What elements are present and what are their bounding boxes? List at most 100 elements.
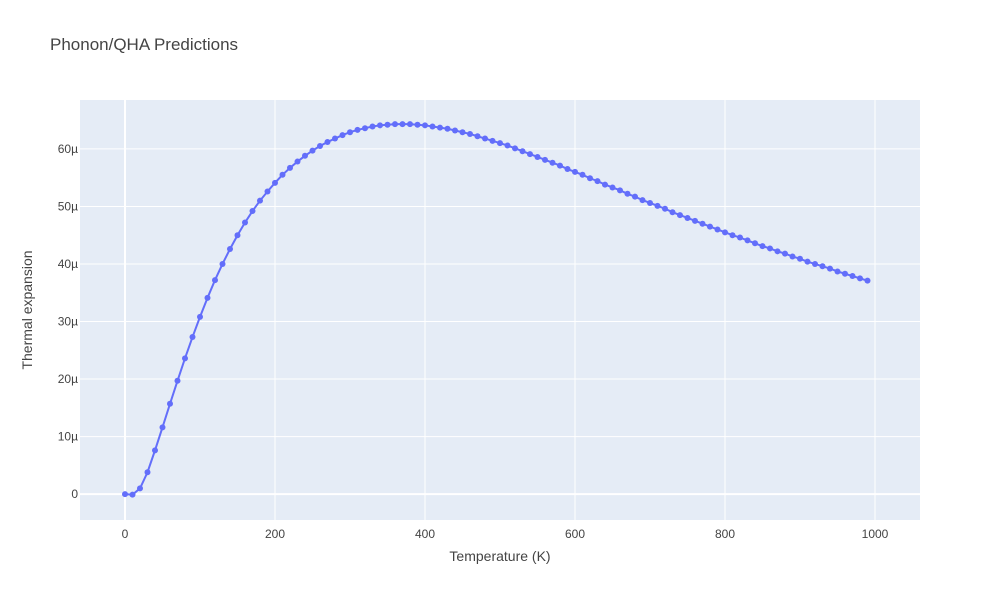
data-point [632,193,638,200]
data-point [804,258,811,265]
y-tick-label: 30µ [58,315,78,329]
data-point [219,260,226,267]
data-point [639,197,646,204]
data-point [234,232,241,239]
data-point [789,253,796,260]
data-point [422,122,428,129]
data-point [159,424,166,431]
y-tick-label: 10µ [58,430,78,444]
data-point [782,250,788,257]
data-point [182,355,188,362]
data-point [609,184,616,191]
data-point [774,248,781,255]
data-point [714,226,721,233]
data-point [399,121,406,128]
y-tick-label: 40µ [58,257,78,271]
data-point [437,124,443,131]
x-tick-label: 400 [415,527,435,541]
data-point [302,152,308,159]
x-tick-label: 800 [715,527,735,541]
data-point [542,156,548,163]
data-point [677,212,683,219]
x-tick-label: 1000 [862,527,889,541]
data-point [369,123,376,130]
data-point [662,205,668,212]
data-point [227,246,233,253]
data-point [707,223,713,230]
series-line [124,123,868,496]
data-point [272,179,278,186]
x-tick-labels: 0 200 400 600 800 1000 [122,527,889,541]
data-point [384,121,391,128]
data-point [497,140,503,147]
data-point [579,171,586,178]
data-point [602,181,608,188]
data-point [797,255,803,262]
y-tick-label: 0 [71,487,78,501]
data-point [429,123,436,130]
data-point [279,171,286,178]
x-tick-label: 0 [122,527,129,541]
data-point [587,175,593,182]
data-point [212,277,218,284]
data-point [294,158,301,165]
data-point [377,122,383,129]
data-point [242,219,248,226]
data-point [857,275,863,282]
x-tick-label: 600 [565,527,585,541]
y-tick-label: 50µ [58,199,78,213]
data-point [729,232,736,239]
data-point [249,208,256,215]
data-point [467,130,473,137]
data-point [512,145,518,152]
data-point [692,217,698,224]
data-point [759,243,766,250]
data-point [744,237,751,244]
data-point [414,121,421,128]
data-point [144,469,151,476]
data-point [174,377,181,384]
data-point [354,126,361,133]
data-point [167,400,173,407]
data-point [197,313,203,320]
data-point [684,214,691,221]
data-point [332,135,338,142]
y-tick-label: 60µ [58,142,78,156]
y-axis-label: Thermal expansion [19,250,35,369]
data-point [189,334,196,341]
data-point [317,143,323,150]
data-point [339,132,346,139]
data-point [669,209,676,216]
data-point [129,491,136,498]
data-point [647,199,653,206]
data-point [812,260,818,267]
data-point [482,135,488,142]
data-point [849,273,856,280]
data-point [557,162,563,169]
data-point [864,277,871,284]
data-point [459,129,466,136]
data-point [324,139,331,145]
data-point [489,137,496,144]
data-point [564,166,571,173]
data-point [152,447,158,454]
data-point [527,151,533,158]
data-point [204,294,211,301]
x-axis-label: Temperature (K) [449,548,550,564]
data-point [767,245,773,252]
data-point [407,121,413,128]
plot-area [80,100,920,520]
data-point [474,133,481,140]
x-tick-label: 200 [265,527,285,541]
data-point [392,121,398,128]
data-point [752,240,758,247]
data-point [624,190,631,197]
data-point [347,129,353,136]
data-point [444,125,451,132]
data-point [617,187,623,194]
data-point [654,202,661,209]
data-point [534,153,541,160]
y-tick-label: 20µ [58,372,78,386]
